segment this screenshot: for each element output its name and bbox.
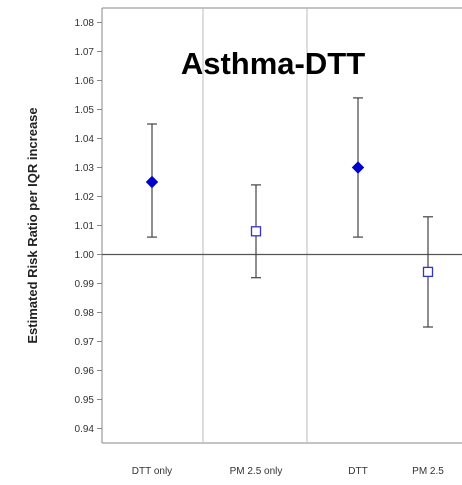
y-axis: 0.94 0.95 0.96 0.97 0.98 0.99 1.00 1.01 1.02 1.03… bbox=[75, 18, 102, 435]
y-tick-label: 0.98 bbox=[75, 308, 95, 319]
y-tick-label: 1.04 bbox=[75, 134, 95, 145]
point-marker-diamond bbox=[351, 161, 365, 174]
point-marker-diamond bbox=[145, 175, 159, 189]
panel-dividers bbox=[202, 8, 308, 443]
x-category-label: PM 2.5 only bbox=[230, 466, 283, 477]
point-marker-square bbox=[250, 226, 262, 237]
y-tick-label: 1.01 bbox=[75, 221, 95, 232]
point-marker-square bbox=[422, 266, 434, 278]
y-tick-label: 0.97 bbox=[75, 337, 95, 348]
y-tick-label: 1.06 bbox=[75, 76, 95, 87]
estimate-4 bbox=[422, 216, 434, 328]
y-axis-label: Estimated Risk Ratio per IQR increase bbox=[25, 107, 40, 343]
y-tick-label: 1.07 bbox=[75, 47, 95, 58]
y-tick-label: 1.05 bbox=[75, 105, 95, 116]
x-category-label: PM 2.5 bbox=[412, 466, 444, 477]
estimate-1 bbox=[145, 123, 159, 238]
estimate-3 bbox=[351, 97, 365, 238]
y-tick-label: 1.00 bbox=[75, 250, 95, 261]
y-tick-label: 1.08 bbox=[75, 18, 95, 29]
y-tick-label: 0.99 bbox=[75, 279, 95, 290]
x-axis: DTT only PM 2.5 only DTT PM 2.5 bbox=[132, 466, 444, 477]
y-tick-label: 0.94 bbox=[75, 424, 95, 435]
y-tick-label: 0.96 bbox=[75, 366, 95, 377]
x-category-label: DTT bbox=[348, 466, 367, 477]
y-tick-label: 1.03 bbox=[75, 163, 95, 174]
x-category-label: DTT only bbox=[132, 466, 172, 477]
data-points bbox=[145, 97, 434, 328]
estimate-2 bbox=[250, 184, 262, 279]
y-tick-label: 0.95 bbox=[75, 395, 95, 406]
chart-title: Asthma-DTT bbox=[181, 46, 365, 81]
y-tick-label: 1.02 bbox=[75, 192, 95, 203]
